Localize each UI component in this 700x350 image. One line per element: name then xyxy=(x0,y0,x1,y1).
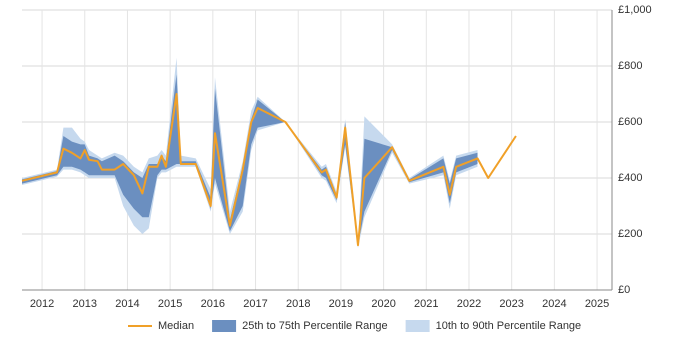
x-tick-label: 2020 xyxy=(371,298,395,310)
median-line xyxy=(21,93,517,247)
x-tick-label: 2018 xyxy=(286,298,310,310)
y-tick-label: £600 xyxy=(618,116,642,128)
x-tick-label: 2013 xyxy=(73,298,97,310)
plot-area xyxy=(22,10,612,290)
y-tick-label: £1,000 xyxy=(618,4,652,16)
x-tick-label: 2024 xyxy=(542,298,566,310)
x-tick-label: 2012 xyxy=(30,298,54,310)
x-tick-label: 2016 xyxy=(201,298,225,310)
y-tick-label: £0 xyxy=(618,284,630,296)
legend-swatch xyxy=(212,320,237,332)
legend-label: 25th to 75th Percentile Range xyxy=(242,320,388,332)
x-tick-label: 2015 xyxy=(158,298,182,310)
x-tick-label: 2023 xyxy=(499,298,523,310)
legend-label: Median xyxy=(158,320,194,332)
x-tick-label: 2022 xyxy=(457,298,481,310)
y-tick-label: £800 xyxy=(618,60,642,72)
range-band xyxy=(22,74,478,246)
y-tick-label: £400 xyxy=(618,172,642,184)
x-tick-label: 2014 xyxy=(115,298,139,310)
x-tick-label: 2017 xyxy=(243,298,267,310)
x-tick-label: 2025 xyxy=(585,298,609,310)
x-tick-label: 2021 xyxy=(414,298,438,310)
legend-swatch xyxy=(405,320,430,332)
y-tick-label: £200 xyxy=(618,228,642,240)
x-tick-label: 2019 xyxy=(329,298,353,310)
legend-label: 10th to 90th Percentile Range xyxy=(436,320,582,332)
